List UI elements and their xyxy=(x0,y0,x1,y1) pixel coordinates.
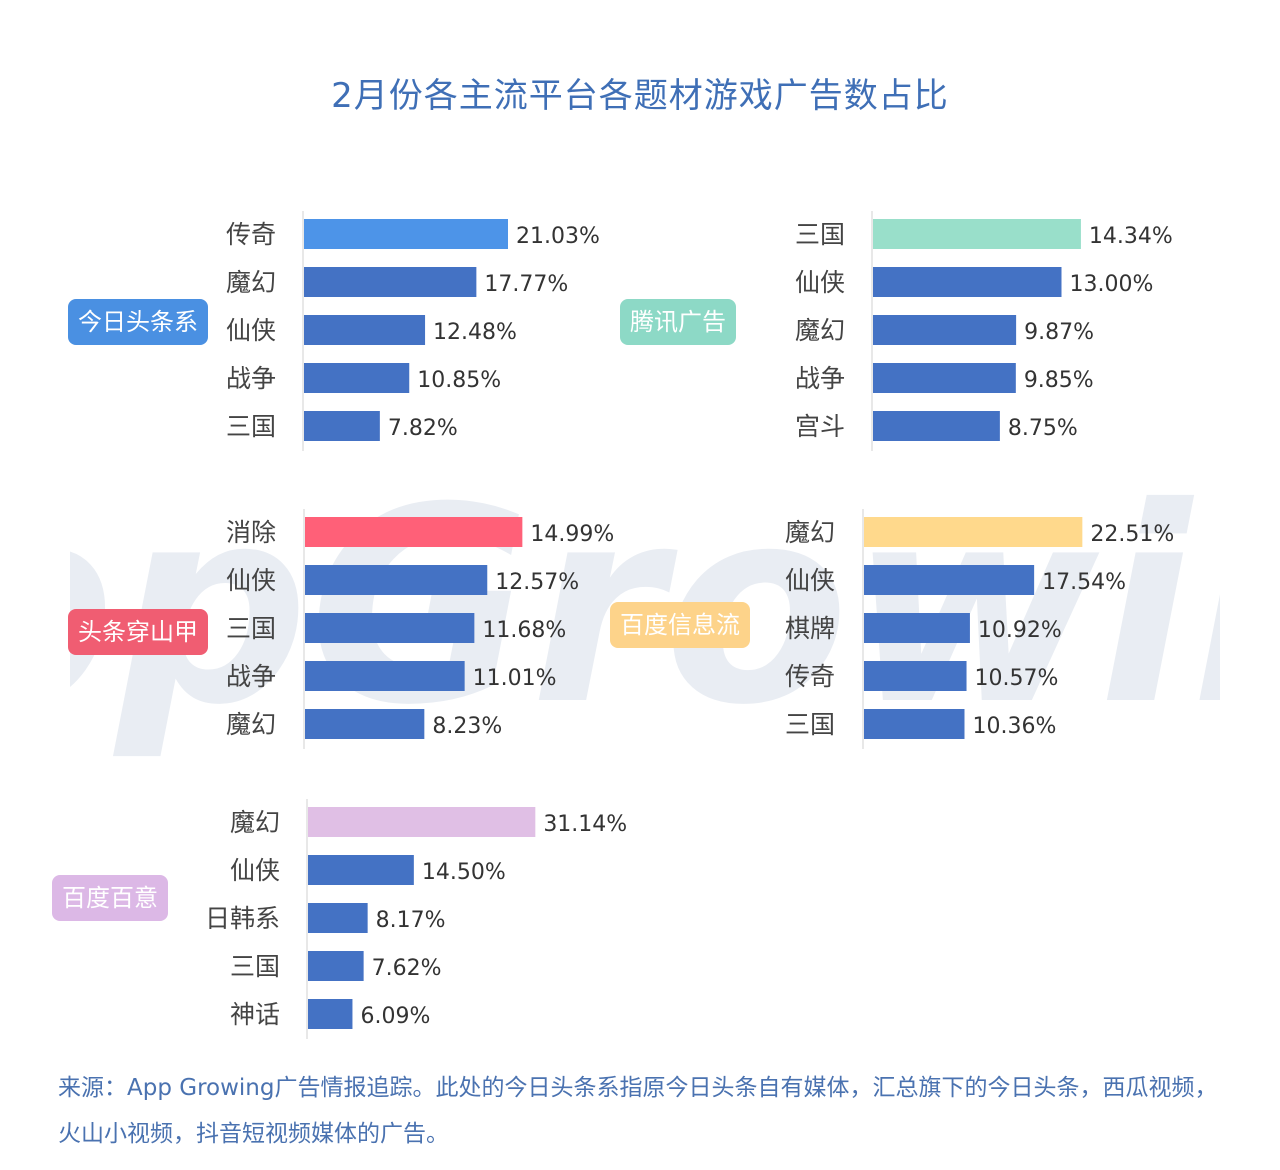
bar xyxy=(304,411,380,441)
bar xyxy=(873,267,1062,297)
category-label: 仙侠 xyxy=(785,566,835,595)
data-label: 8.17% xyxy=(376,908,446,933)
category-label: 仙侠 xyxy=(226,566,276,595)
data-label: 8.75% xyxy=(1008,416,1078,441)
bar xyxy=(864,565,1035,595)
category-label: 战争 xyxy=(226,364,276,393)
bar xyxy=(304,219,508,249)
category-label: 三国 xyxy=(226,412,276,441)
data-label: 9.87% xyxy=(1024,320,1094,345)
category-label: 传奇 xyxy=(226,220,276,249)
data-label: 14.34% xyxy=(1089,224,1173,249)
bar xyxy=(308,999,353,1029)
category-label: 宫斗 xyxy=(795,412,845,441)
category-label: 神话 xyxy=(230,1000,280,1029)
source-note: 来源：App Growing广告情报追踪。此处的今日头条系指原今日头条自有媒体，… xyxy=(58,1075,1218,1147)
data-label: 12.48% xyxy=(433,320,517,345)
platform-badge-toutiao: 今日头条系 xyxy=(68,299,208,345)
category-label: 仙侠 xyxy=(230,856,280,885)
bar xyxy=(308,807,536,837)
category-label: 仙侠 xyxy=(226,316,276,345)
bar xyxy=(305,517,523,547)
bar xyxy=(873,315,1017,345)
data-label: 22.51% xyxy=(1090,522,1174,547)
category-label: 三国 xyxy=(785,710,835,739)
bar xyxy=(305,613,475,643)
bar xyxy=(304,267,477,297)
data-label: 9.85% xyxy=(1024,368,1094,393)
data-label: 8.23% xyxy=(432,714,502,739)
bar-chart-baidu-feed: 魔幻 22.51% 仙侠 17.54% 棋牌 10.92% 传奇 10.57% 三国 10.36% xyxy=(785,509,1174,749)
category-label: 三国 xyxy=(795,220,845,249)
platform-badge-tencent: 腾讯广告 xyxy=(620,299,736,345)
data-label: 7.62% xyxy=(372,956,442,981)
bar-chart-tencent: 三国 14.34% 仙侠 13.00% 魔幻 9.87% 战争 9.85% 宫斗 8.75% xyxy=(795,211,1173,451)
bar xyxy=(864,613,970,643)
category-label: 魔幻 xyxy=(785,518,835,547)
data-label: 12.57% xyxy=(495,570,579,595)
platform-badge-baidu-feed: 百度信息流 xyxy=(610,602,750,648)
platform-badge-baidu-baiyi: 百度百意 xyxy=(52,875,168,921)
data-label: 14.50% xyxy=(422,860,506,885)
category-label: 战争 xyxy=(795,364,845,393)
bar xyxy=(304,315,426,345)
category-label: 消除 xyxy=(226,518,276,547)
bar xyxy=(308,951,364,981)
category-label: 魔幻 xyxy=(230,808,280,837)
bar-chart-toutiao: 传奇 21.03% 魔幻 17.77% 仙侠 12.48% 战争 10.85% 三国 7.82% xyxy=(226,211,600,451)
category-label: 三国 xyxy=(226,614,276,643)
data-label: 7.82% xyxy=(388,416,458,441)
data-label: 11.01% xyxy=(473,666,557,691)
category-label: 传奇 xyxy=(785,662,835,691)
category-label: 日韩系 xyxy=(205,904,280,933)
bar xyxy=(305,565,488,595)
bar xyxy=(304,363,410,393)
data-label: 11.68% xyxy=(482,618,566,643)
category-label: 魔幻 xyxy=(226,268,276,297)
bar xyxy=(864,661,967,691)
data-label: 14.99% xyxy=(530,522,614,547)
platform-badge-pangle: 头条穿山甲 xyxy=(68,609,208,655)
data-label: 10.36% xyxy=(972,714,1056,739)
chart-title: 2月份各主流平台各题材游戏广告数占比 xyxy=(331,76,949,116)
data-label: 31.14% xyxy=(543,812,627,837)
bar xyxy=(308,855,414,885)
data-label: 17.54% xyxy=(1042,570,1126,595)
category-label: 三国 xyxy=(230,952,280,981)
data-label: 10.92% xyxy=(978,618,1062,643)
data-label: 17.77% xyxy=(484,272,568,297)
data-label: 21.03% xyxy=(516,224,600,249)
bar xyxy=(864,517,1083,547)
bar xyxy=(305,709,425,739)
category-label: 魔幻 xyxy=(226,710,276,739)
data-label: 13.00% xyxy=(1070,272,1154,297)
bar-chart-pangle: 消除 14.99% 仙侠 12.57% 三国 11.68% 战争 11.01% 魔幻 8.23% xyxy=(226,509,614,749)
bar-chart-baidu-baiyi: 魔幻 31.14% 仙侠 14.50% 日韩系 8.17% 三国 7.62% 神话 6.09% xyxy=(205,799,627,1039)
data-label: 10.57% xyxy=(975,666,1059,691)
data-label: 6.09% xyxy=(360,1004,430,1029)
category-label: 战争 xyxy=(226,662,276,691)
bar xyxy=(873,411,1000,441)
category-label: 魔幻 xyxy=(795,316,845,345)
bar xyxy=(873,219,1081,249)
data-label: 10.85% xyxy=(417,368,501,393)
bar xyxy=(873,363,1016,393)
category-label: 仙侠 xyxy=(795,268,845,297)
bar xyxy=(308,903,368,933)
bar xyxy=(864,709,965,739)
bar xyxy=(305,661,465,691)
category-label: 棋牌 xyxy=(785,614,835,643)
